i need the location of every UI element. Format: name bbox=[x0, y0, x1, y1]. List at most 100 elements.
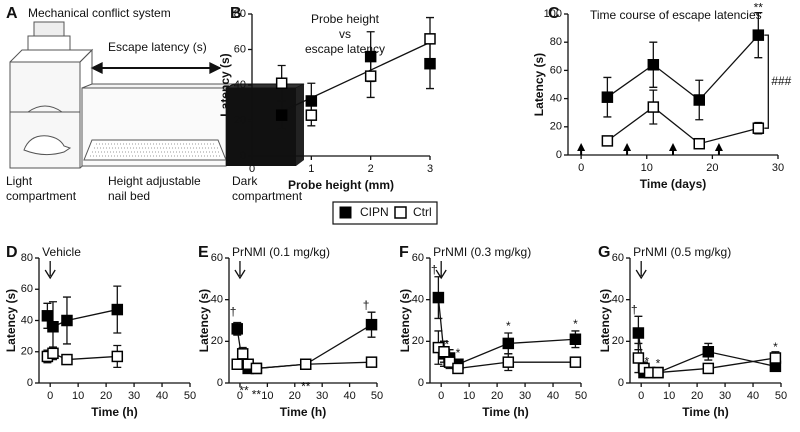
y-tick-label: 20 bbox=[21, 346, 33, 358]
marker bbox=[443, 356, 456, 368]
y-axis-label: Latency (s) bbox=[4, 289, 18, 352]
annotation: * bbox=[456, 346, 461, 360]
panel-letter: D bbox=[6, 244, 18, 261]
marker bbox=[424, 33, 436, 45]
chart-title: Probe height bbox=[311, 12, 380, 26]
legend: CIPN Ctrl bbox=[332, 201, 438, 225]
panel-letter: F bbox=[399, 244, 409, 261]
panel-a: A Mechanical conflict system Escape late… bbox=[6, 5, 305, 203]
x-axis-label: Time (h) bbox=[682, 405, 728, 419]
x-tick-label: 20 bbox=[691, 390, 703, 402]
legend-swatch bbox=[339, 206, 352, 219]
marker bbox=[502, 337, 515, 350]
marker bbox=[365, 356, 378, 368]
y-tick-label: 60 bbox=[550, 64, 562, 76]
marker bbox=[452, 362, 464, 375]
x-tick-label: 30 bbox=[128, 390, 140, 402]
escape-label: Escape latency (s) bbox=[108, 40, 207, 54]
marker bbox=[111, 303, 124, 316]
marker bbox=[299, 358, 312, 370]
light-label: compartment bbox=[6, 189, 77, 203]
x-tick-label: 40 bbox=[343, 390, 355, 402]
x-tick-label: 0 bbox=[47, 390, 53, 402]
treatment-arrow bbox=[635, 261, 647, 280]
marker bbox=[424, 57, 436, 70]
annotation: ** bbox=[754, 1, 764, 15]
series-line bbox=[606, 106, 759, 145]
marker bbox=[432, 291, 445, 304]
treatment-label: PrNMI (0.1 mg/kg) bbox=[232, 245, 330, 259]
x-tick-label: 0 bbox=[638, 390, 644, 402]
panel-letter: A bbox=[6, 5, 18, 22]
panel: 0 20 40 60 80 0 10 20 30 40 50 D Time (h) Latency (s)… bbox=[4, 244, 196, 419]
marker bbox=[752, 122, 765, 134]
marker bbox=[502, 356, 515, 368]
annotation: ### bbox=[771, 74, 791, 88]
dose-arrow bbox=[577, 143, 586, 155]
y-tick-label: 60 bbox=[21, 283, 33, 295]
y-tick-label: 40 bbox=[211, 294, 223, 306]
marker bbox=[569, 333, 582, 345]
y-tick-label: 0 bbox=[27, 377, 33, 389]
annotation: † bbox=[431, 263, 438, 277]
marker bbox=[61, 314, 73, 327]
y-tick-label: 80 bbox=[550, 36, 562, 48]
x-axis-label: Time (h) bbox=[280, 405, 326, 419]
x-tick-label: 10 bbox=[641, 162, 653, 174]
marker bbox=[231, 323, 243, 335]
x-tick-label: 30 bbox=[316, 390, 328, 402]
marker bbox=[275, 77, 288, 89]
marker bbox=[652, 366, 664, 379]
annotation: * bbox=[656, 356, 661, 370]
x-tick-label: 20 bbox=[289, 390, 301, 402]
marker bbox=[601, 91, 614, 103]
marker bbox=[702, 362, 715, 375]
panel: 0 20 40 60 0 10 20 30 40 50 F Time (h) Latency (s) Pr… bbox=[398, 244, 587, 419]
marker bbox=[364, 50, 377, 63]
y-tick-label: 60 bbox=[211, 252, 223, 264]
nail-bed-label: nail bed bbox=[108, 189, 150, 203]
panel: 0 20 40 60 0 10 20 30 40 50 E Time (h) Latency (s) Pr… bbox=[197, 244, 383, 419]
marker bbox=[41, 310, 54, 322]
y-axis-label: Latency (s) bbox=[197, 289, 211, 352]
y-axis-label: Latency (s) bbox=[398, 289, 412, 352]
y-axis-label: Latency (s) bbox=[532, 53, 546, 116]
dose-arrow bbox=[623, 143, 632, 155]
dose-arrow bbox=[669, 143, 677, 155]
x-tick-label: 30 bbox=[772, 162, 784, 174]
x-axis-label: Time (days) bbox=[640, 177, 706, 191]
marker bbox=[250, 362, 263, 375]
annotation: ** bbox=[301, 379, 311, 393]
marker bbox=[752, 29, 765, 41]
panel-letter: B bbox=[230, 5, 242, 22]
legend-entry: CIPN bbox=[360, 205, 389, 219]
y-tick-label: 80 bbox=[234, 8, 246, 20]
y-tick-label: 40 bbox=[612, 294, 624, 306]
x-tick-label: 1 bbox=[308, 163, 314, 175]
dark-label: compartment bbox=[232, 189, 303, 203]
panel: 0 20 40 60 0 10 20 30 40 50 G Time (h) Latency (s) Pr… bbox=[598, 244, 787, 419]
y-tick-label: 20 bbox=[211, 335, 223, 347]
annotation: † bbox=[631, 302, 638, 316]
x-axis-label: Time (h) bbox=[482, 405, 528, 419]
annotation: ** bbox=[239, 384, 249, 398]
annotation: * bbox=[573, 317, 578, 331]
x-tick-label: 20 bbox=[706, 162, 718, 174]
x-tick-label: 3 bbox=[427, 163, 433, 175]
panel-letter: C bbox=[548, 5, 560, 22]
annotation: * bbox=[644, 354, 649, 368]
x-tick-label: 0 bbox=[578, 162, 584, 174]
y-tick-label: 20 bbox=[550, 121, 562, 133]
y-tick-label: 40 bbox=[21, 314, 33, 326]
y-tick-label: 80 bbox=[21, 252, 33, 264]
treatment-arrow bbox=[44, 261, 56, 280]
marker bbox=[693, 137, 705, 150]
marker bbox=[647, 59, 660, 71]
x-tick-label: 0 bbox=[237, 390, 243, 402]
y-tick-label: 0 bbox=[217, 377, 223, 389]
x-tick-label: 10 bbox=[261, 390, 273, 402]
x-tick-label: 2 bbox=[368, 163, 374, 175]
x-tick-label: 40 bbox=[547, 390, 559, 402]
annotation: † bbox=[230, 304, 237, 318]
